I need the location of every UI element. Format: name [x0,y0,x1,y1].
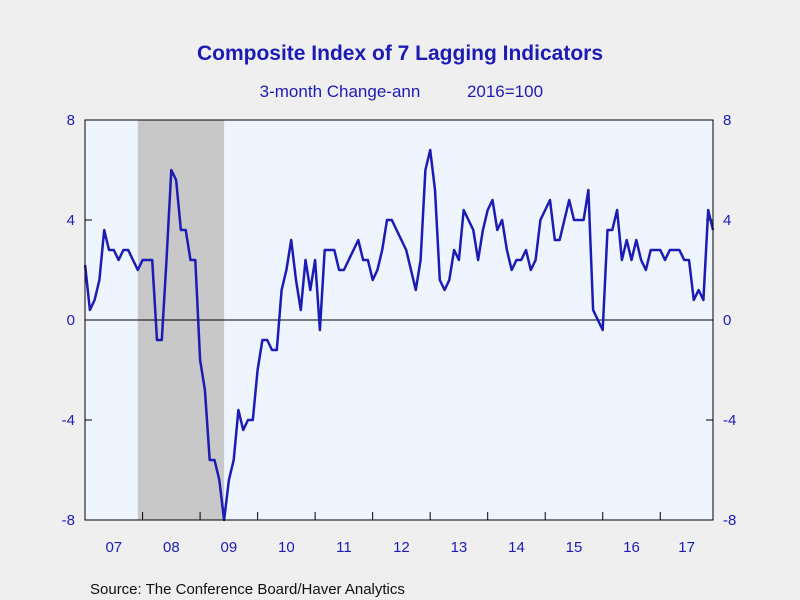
y-tick-label-right: -8 [723,512,736,529]
chart-source: Source: The Conference Board/Haver Analy… [90,581,405,598]
x-tick-label: 14 [508,539,525,556]
x-tick-label: 17 [678,539,695,556]
chart-title: Composite Index of 7 Lagging Indicators [197,42,603,65]
chart-subtitle-left: 3-month Change-ann [260,82,421,101]
x-tick-label: 08 [163,539,180,556]
x-tick-label: 15 [566,539,583,556]
y-tick-label-right: 8 [723,112,731,129]
y-axis-right: 8 4 0 -4 -8 [723,112,736,529]
x-tick-label: 09 [221,539,238,556]
series-line [83,148,715,522]
y-tick-label-left: 0 [67,312,75,329]
y-tick-label-right: 0 [723,312,731,329]
y-axis-left: 8 4 0 -4 -8 [62,112,75,529]
plot-frame [84,119,714,521]
x-tick-label: 13 [451,539,468,556]
y-tick-label-left: -8 [62,512,75,529]
y-tick-label-left: 4 [67,212,75,229]
x-tick-label: 10 [278,539,295,556]
x-tick-label: 07 [105,539,122,556]
y-tick-label-left: -4 [62,412,75,429]
x-tick-label: 12 [393,539,410,556]
x-axis: 07 08 09 10 11 12 13 14 15 16 17 [105,539,694,556]
x-tick-label: 16 [623,539,640,556]
y-tick-label-left: 8 [67,112,75,129]
x-tick-label: 11 [336,539,352,556]
y-tick-label-right: 4 [723,212,731,229]
y-tick-label-right: -4 [723,412,736,429]
chart-subtitle-right: 2016=100 [467,82,543,101]
